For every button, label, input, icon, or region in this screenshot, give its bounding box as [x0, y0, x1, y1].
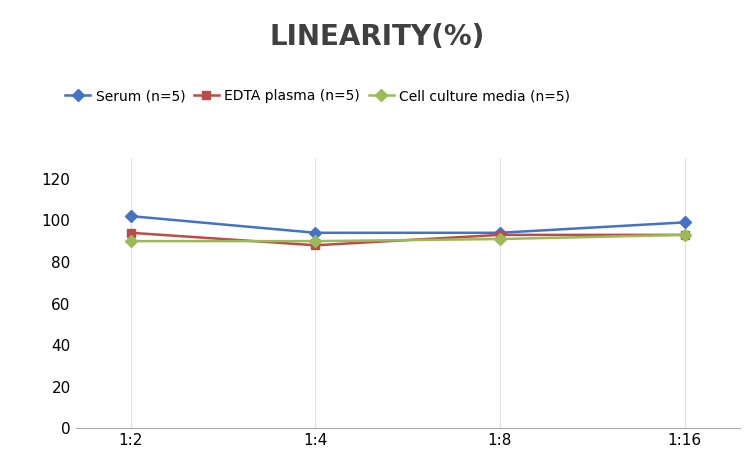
- Serum (n=5): [311, 230, 320, 235]
- Serum (n=5): [126, 213, 135, 219]
- Cell culture media (n=5): [680, 232, 689, 238]
- EDTA plasma (n=5): [126, 230, 135, 235]
- Cell culture media (n=5): [495, 236, 504, 242]
- Legend: Serum (n=5), EDTA plasma (n=5), Cell culture media (n=5): Serum (n=5), EDTA plasma (n=5), Cell cul…: [60, 83, 575, 109]
- Line: Serum (n=5): Serum (n=5): [127, 212, 689, 237]
- Serum (n=5): [495, 230, 504, 235]
- EDTA plasma (n=5): [311, 243, 320, 248]
- Cell culture media (n=5): [311, 239, 320, 244]
- Serum (n=5): [680, 220, 689, 225]
- Line: EDTA plasma (n=5): EDTA plasma (n=5): [127, 229, 689, 249]
- Cell culture media (n=5): [126, 239, 135, 244]
- EDTA plasma (n=5): [680, 232, 689, 238]
- Text: LINEARITY(%): LINEARITY(%): [270, 23, 485, 51]
- Line: Cell culture media (n=5): Cell culture media (n=5): [127, 231, 689, 245]
- EDTA plasma (n=5): [495, 232, 504, 238]
